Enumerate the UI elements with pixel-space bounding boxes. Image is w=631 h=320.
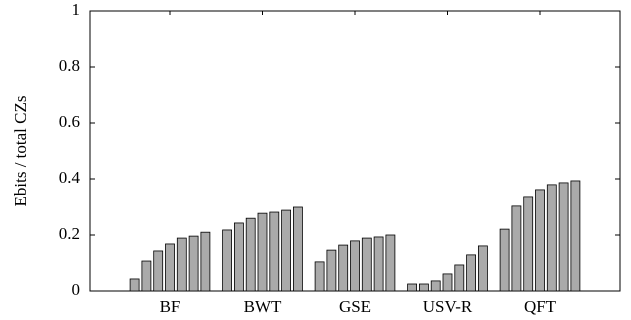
bar <box>570 180 581 292</box>
bar <box>269 211 280 292</box>
y-tick-label: 0.2 <box>59 224 80 243</box>
bar <box>535 189 545 292</box>
bar <box>153 250 164 292</box>
bar <box>499 228 510 292</box>
bar <box>466 254 477 292</box>
bar <box>200 231 211 292</box>
bar <box>511 205 522 292</box>
bar <box>257 212 268 292</box>
bar <box>245 217 256 292</box>
bar <box>233 222 244 292</box>
bar <box>292 206 303 292</box>
bar <box>326 249 337 292</box>
y-tick-label: 0 <box>72 280 81 299</box>
bar <box>477 245 488 292</box>
bar <box>350 240 360 292</box>
y-tick-label: 0.6 <box>59 112 80 131</box>
x-tick-label: BWT <box>244 297 282 316</box>
bar <box>188 235 199 292</box>
y-tick-label: 0.8 <box>59 56 80 75</box>
x-tick-label: USV-R <box>423 297 473 316</box>
y-tick-label: 0.4 <box>59 168 81 187</box>
y-tick-label: 1 <box>72 0 81 19</box>
bar <box>385 234 396 292</box>
bar <box>407 283 418 292</box>
bar <box>165 243 175 292</box>
bar <box>281 209 292 292</box>
bar <box>558 182 569 292</box>
bar <box>141 260 152 292</box>
bar <box>373 236 384 292</box>
x-tick-label: QFT <box>524 297 557 316</box>
y-axis-label: Ebits / total CZs <box>11 96 30 207</box>
bar <box>338 244 349 292</box>
bar <box>361 237 372 292</box>
bar <box>430 280 441 292</box>
x-tick-label: BF <box>160 297 181 316</box>
bar <box>454 264 465 292</box>
bar <box>176 237 187 292</box>
bar <box>418 283 429 292</box>
bar <box>129 278 140 292</box>
bar <box>546 184 557 292</box>
bar <box>222 229 233 292</box>
bar <box>523 196 534 292</box>
x-tick-label: GSE <box>339 297 371 316</box>
bar <box>314 261 325 292</box>
bar <box>442 273 453 292</box>
